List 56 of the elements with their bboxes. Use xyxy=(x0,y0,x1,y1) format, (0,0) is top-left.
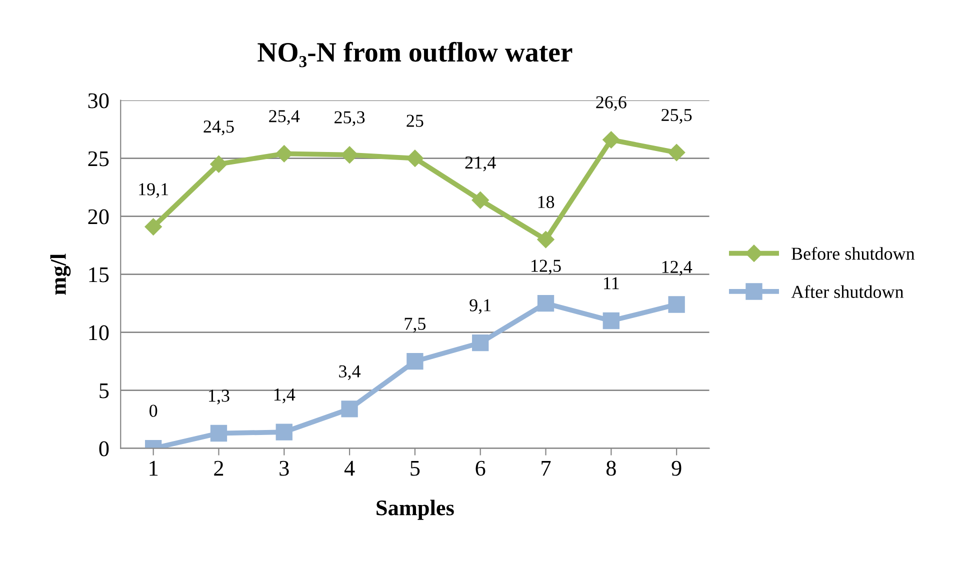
x-tick-label: 6 xyxy=(476,460,486,476)
y-tick-label: 0 xyxy=(99,441,109,456)
point xyxy=(668,144,686,162)
x-tick-label: 2 xyxy=(214,460,224,476)
chart-title: NO₃-N from outflow water xyxy=(258,42,572,68)
data-label: 0 xyxy=(150,404,158,417)
x-tick-label: 8 xyxy=(606,460,616,476)
y-tick-label: 25 xyxy=(88,151,109,166)
point xyxy=(406,353,424,370)
point xyxy=(406,150,424,167)
point xyxy=(341,400,358,418)
y-tick-label: 20 xyxy=(88,209,109,224)
point xyxy=(276,145,293,162)
x-tick-label: 3 xyxy=(280,460,289,476)
y-tick-label: 15 xyxy=(89,267,109,282)
y-tick-label: 10 xyxy=(89,325,109,340)
data-label: 26,6 xyxy=(596,96,626,111)
data-label: 21,4 xyxy=(465,156,496,172)
data-label: 25,3 xyxy=(334,111,365,126)
point xyxy=(602,131,620,148)
point xyxy=(537,230,554,248)
point xyxy=(668,296,685,313)
data-label: 24,5 xyxy=(204,120,234,136)
x-axis-title: Samples xyxy=(376,500,454,520)
x-tick-label: 4 xyxy=(344,460,355,476)
point xyxy=(210,424,228,442)
data-label: 12,4 xyxy=(662,260,692,276)
data-label: 25 xyxy=(406,114,424,127)
data-label: 1,3 xyxy=(209,390,230,404)
y-axis-title: mg/l xyxy=(50,254,71,295)
data-label: 18 xyxy=(538,196,554,208)
data-label: 11 xyxy=(604,277,619,290)
data-label: 25,5 xyxy=(662,108,692,124)
x-tick-label: 5 xyxy=(410,461,420,476)
point xyxy=(472,192,489,209)
point xyxy=(340,146,358,164)
x-tick-label: 9 xyxy=(672,460,682,476)
x-tick-label: 7 xyxy=(542,461,551,476)
data-label: 1,4 xyxy=(274,388,296,404)
data-label: 25,4 xyxy=(269,110,300,125)
data-label: 12,5 xyxy=(532,260,561,274)
data-label: 3,4 xyxy=(339,365,361,380)
data-label: 7,5 xyxy=(404,318,426,332)
point xyxy=(144,218,162,236)
data-label: 9,1 xyxy=(470,299,491,314)
data-label: 19,1 xyxy=(139,183,168,198)
point xyxy=(276,424,292,440)
point xyxy=(472,334,489,352)
y-tick-label: 30 xyxy=(88,93,109,108)
point xyxy=(602,312,620,330)
point xyxy=(537,295,554,312)
y-tick-label: 5 xyxy=(100,384,109,398)
x-tick-label: 1 xyxy=(150,460,158,476)
legend-label: Before shutdown xyxy=(792,246,915,260)
legend-label: After shutdown xyxy=(791,285,904,298)
point xyxy=(210,156,228,173)
